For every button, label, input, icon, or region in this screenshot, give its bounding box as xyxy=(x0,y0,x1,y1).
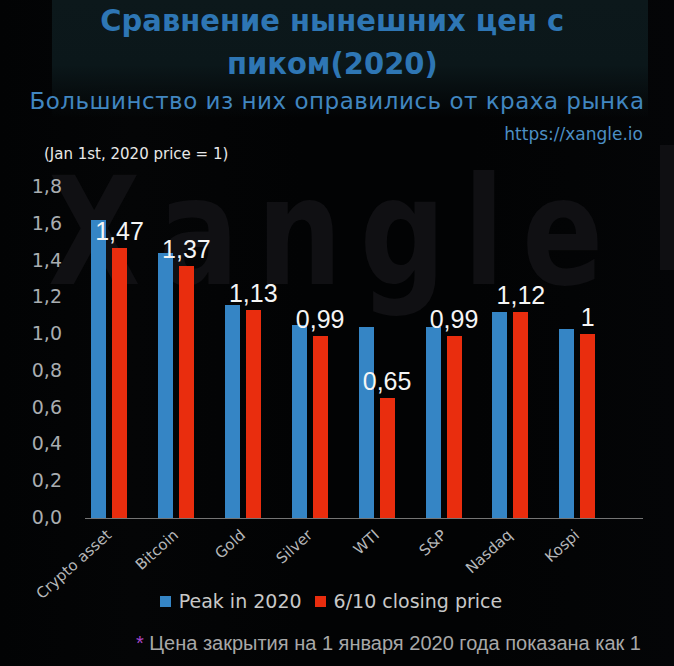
watermark-cursor xyxy=(660,145,674,270)
bar-peak-S&P xyxy=(426,327,441,518)
bar-closing-S&P xyxy=(447,336,462,518)
source-url[interactable]: https://xangle.io xyxy=(504,124,643,144)
data-label: 1 xyxy=(543,303,633,332)
plot-area: 1,471,371,130,990,650,991,121 xyxy=(85,187,643,519)
bar-closing-Nasdaq xyxy=(513,312,528,518)
y-tick-label: 1,4 xyxy=(18,249,62,271)
bar-peak-Gold xyxy=(225,305,240,518)
y-tick-label: 0,2 xyxy=(18,469,62,491)
y-tick-label: 0,6 xyxy=(18,396,62,418)
footnote: * Цена закрытия на 1 января 2020 года по… xyxy=(136,632,641,655)
y-tick-label: 1,6 xyxy=(18,212,62,234)
data-label: 0,99 xyxy=(275,305,365,334)
bar-peak-WTI xyxy=(359,327,374,518)
bar-closing-Bitcoin xyxy=(179,266,194,518)
page-title: Сравнение нынешних цен с пиком(2020) xyxy=(17,0,647,85)
bar-peak-Nasdaq xyxy=(492,312,507,518)
legend-swatch-red xyxy=(315,596,326,607)
y-tick-label: 0,0 xyxy=(18,506,62,528)
subtitle: Большинство из них оправились от краха р… xyxy=(0,88,674,114)
bar-closing-Kospi xyxy=(580,334,595,518)
y-tick-label: 1,8 xyxy=(18,175,62,197)
data-label: 1,13 xyxy=(208,279,298,308)
data-label: 1,37 xyxy=(141,235,231,264)
page: Xangle Сравнение нынешних цен с пиком(20… xyxy=(0,0,674,666)
y-tick-label: 1,0 xyxy=(18,322,62,344)
bar-closing-WTI xyxy=(380,398,395,518)
legend-swatch-blue xyxy=(160,596,171,607)
title-line1: Сравнение нынешних цен с xyxy=(17,0,647,42)
legend-item-peak: Peak in 2020 xyxy=(160,590,302,612)
bar-closing-Gold xyxy=(246,310,261,518)
legend: Peak in 2020 6/10 closing price xyxy=(0,590,668,612)
bar-closing-Silver xyxy=(313,336,328,518)
title-line2: пиком(2020) xyxy=(17,42,647,85)
baseline-note: (Jan 1st, 2020 price = 1) xyxy=(44,145,228,163)
bar-peak-Kospi xyxy=(559,329,574,518)
bar-peak-Silver xyxy=(292,325,307,518)
y-tick-label: 0,4 xyxy=(18,432,62,454)
y-tick-label: 1,2 xyxy=(18,285,62,307)
legend-item-closing: 6/10 closing price xyxy=(315,590,503,612)
footnote-asterisk: * xyxy=(136,632,144,654)
legend-label-peak: Peak in 2020 xyxy=(179,590,302,612)
bar-peak-Bitcoin xyxy=(158,253,173,518)
data-label: 0,65 xyxy=(342,367,432,396)
bar-peak-Crypto asset xyxy=(91,220,106,518)
footnote-text: Цена закрытия на 1 января 2020 года пока… xyxy=(149,632,641,654)
bar-closing-Crypto asset xyxy=(112,248,127,518)
y-tick-label: 0,8 xyxy=(18,359,62,381)
legend-label-closing: 6/10 closing price xyxy=(334,590,503,612)
